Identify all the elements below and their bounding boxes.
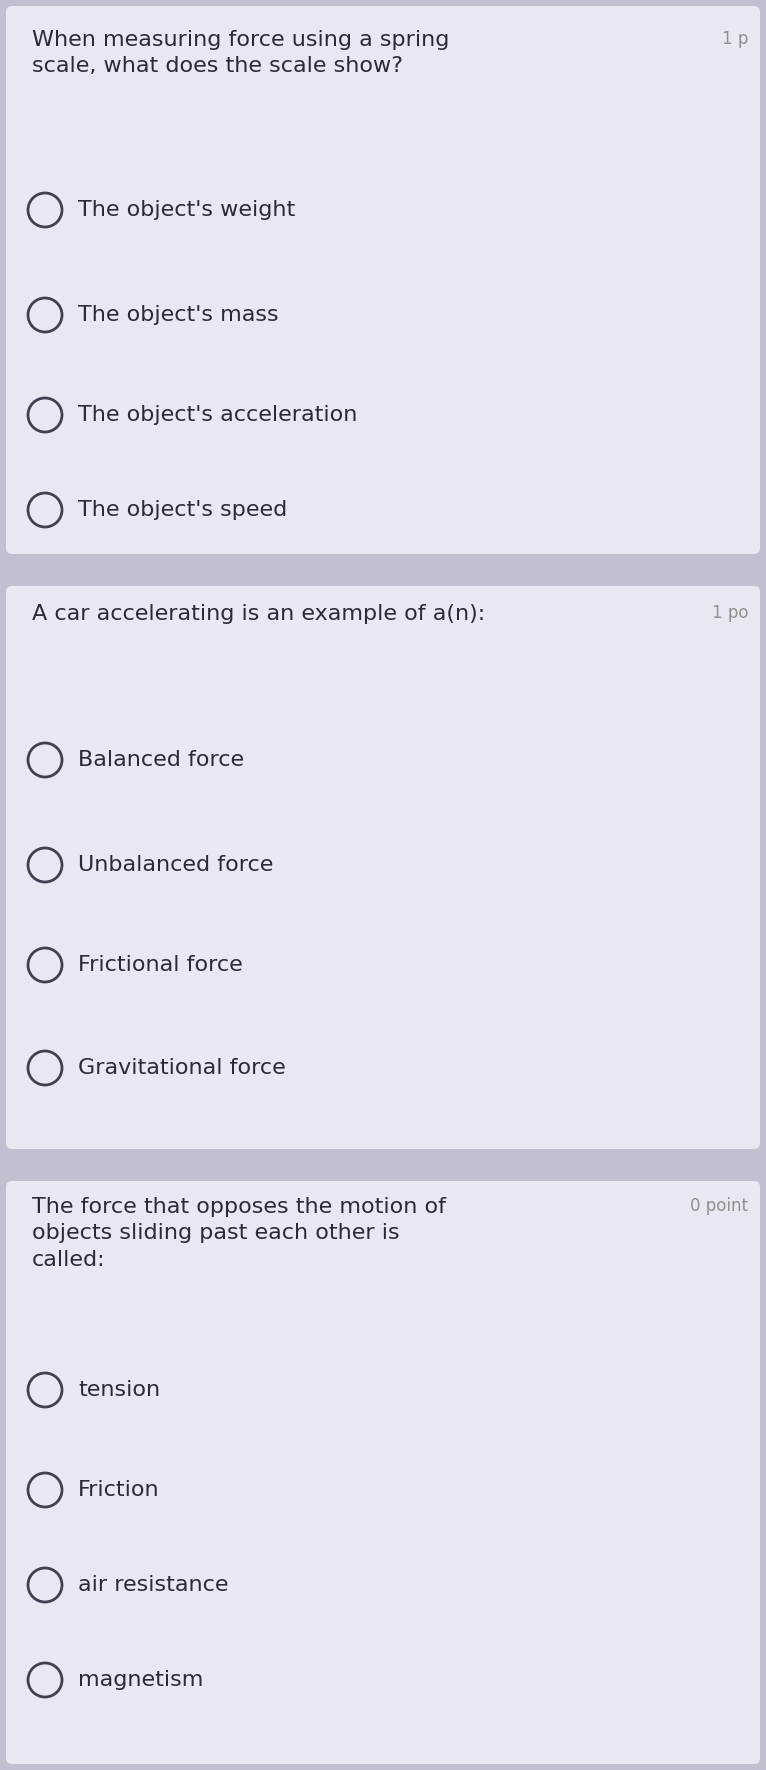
Text: 1 po: 1 po bbox=[712, 604, 748, 621]
Text: The object's speed: The object's speed bbox=[78, 499, 287, 520]
Text: The object's weight: The object's weight bbox=[78, 200, 295, 219]
Text: Friction: Friction bbox=[78, 1480, 159, 1499]
Text: magnetism: magnetism bbox=[78, 1671, 204, 1690]
Text: Frictional force: Frictional force bbox=[78, 956, 243, 975]
Text: Gravitational force: Gravitational force bbox=[78, 1058, 286, 1078]
Text: 1 p: 1 p bbox=[722, 30, 748, 48]
Text: air resistance: air resistance bbox=[78, 1575, 228, 1595]
Text: The object's mass: The object's mass bbox=[78, 304, 279, 326]
Text: The object's acceleration: The object's acceleration bbox=[78, 405, 358, 425]
Text: tension: tension bbox=[78, 1381, 160, 1400]
FancyBboxPatch shape bbox=[6, 5, 760, 554]
Text: 0 point: 0 point bbox=[690, 1197, 748, 1214]
Text: The force that opposes the motion of
objects sliding past each other is
called:: The force that opposes the motion of obj… bbox=[32, 1197, 446, 1269]
Text: Balanced force: Balanced force bbox=[78, 750, 244, 770]
FancyBboxPatch shape bbox=[6, 586, 760, 1149]
FancyBboxPatch shape bbox=[6, 1181, 760, 1765]
Text: A car accelerating is an example of a(n):: A car accelerating is an example of a(n)… bbox=[32, 604, 485, 625]
Text: Unbalanced force: Unbalanced force bbox=[78, 855, 273, 874]
Text: When measuring force using a spring
scale, what does the scale show?: When measuring force using a spring scal… bbox=[32, 30, 450, 76]
